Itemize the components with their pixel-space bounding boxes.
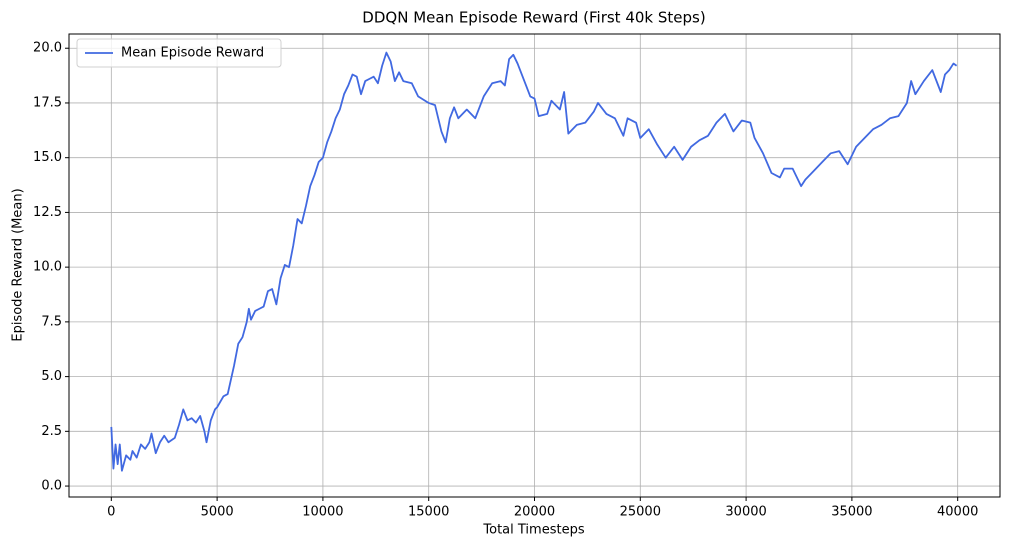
x-tick-label: 5000: [201, 505, 234, 520]
x-tick-label: 35000: [831, 505, 872, 520]
y-axis-label: Episode Reward (Mean): [11, 188, 26, 341]
y-tick-label: 2.5: [41, 424, 62, 439]
x-tick-label: 25000: [620, 505, 661, 520]
y-tick-label: 15.0: [33, 150, 62, 165]
legend-box: [76, 38, 282, 68]
y-tick-label: 12.5: [33, 205, 62, 220]
y-tick-label: 5.0: [41, 369, 62, 384]
y-tick-label: 20.0: [33, 41, 62, 56]
legend-label: Mean Episode Reward: [121, 46, 264, 61]
y-tick-label: 17.5: [33, 95, 62, 110]
line: [110, 51, 958, 472]
x-tick-label: 20000: [514, 505, 555, 520]
x-tick-label: 0: [107, 505, 115, 520]
plot-frame: [68, 33, 1001, 498]
y-tick-label: 10.0: [33, 260, 62, 275]
x-tick-label: 40000: [937, 505, 978, 520]
x-tick-label: 15000: [408, 505, 449, 520]
y-tick-label: 0.0: [41, 479, 62, 494]
x-tick-label: 10000: [302, 505, 343, 520]
x-axis-label: Total Timesteps: [482, 523, 584, 538]
chart-title: DDQN Mean Episode Reward (First 40k Step…: [362, 9, 705, 27]
x-tick-label: 30000: [725, 505, 766, 520]
y-tick-label: 7.5: [41, 314, 62, 329]
